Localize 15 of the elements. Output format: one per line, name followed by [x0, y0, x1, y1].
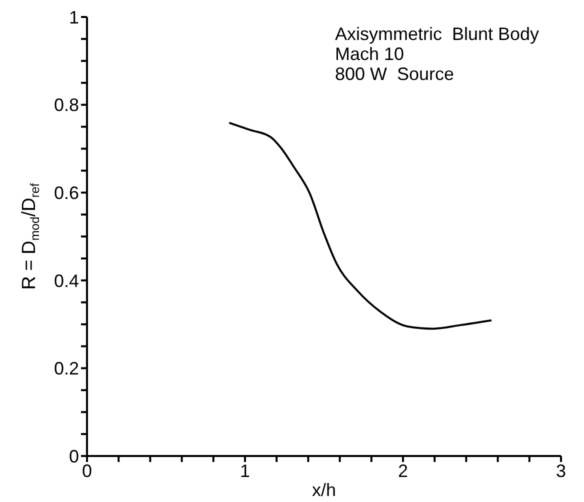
line-series	[228, 122, 492, 330]
y-tick-label: 0.2	[54, 358, 79, 379]
annotation: Mach 10	[335, 44, 406, 64]
x-tick-label: 3	[556, 460, 566, 481]
y-tick-label: 0.4	[54, 270, 79, 291]
x-tick-label: 0	[82, 460, 92, 481]
y-tick-label: 1	[68, 7, 79, 28]
x-axis-title: x/h	[312, 480, 336, 500]
annotation: 800 W Source	[335, 64, 456, 84]
annotation: Axisymmetric Blunt Body	[335, 24, 540, 44]
y-tick-label: 0.6	[54, 182, 79, 203]
x-tick-label: 1	[240, 460, 250, 481]
y-tick-label: 0	[68, 446, 79, 466]
x-tick-label: 2	[398, 460, 408, 481]
y-tick-label: 0.8	[54, 95, 79, 116]
